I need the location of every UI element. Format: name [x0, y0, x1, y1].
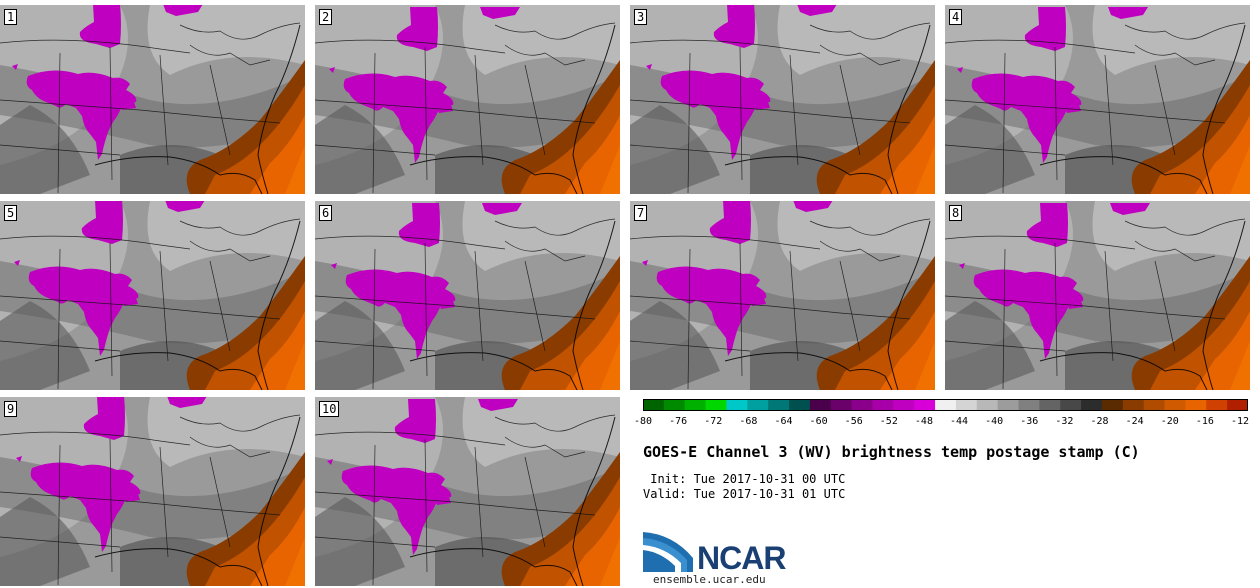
colorbar-swatch — [914, 399, 936, 411]
postage-panel-2: 2 — [315, 5, 620, 194]
panel-number: 10 — [319, 401, 340, 417]
wv-map — [315, 5, 620, 194]
ncar-logo-text: NCAR — [697, 540, 786, 576]
colorbar-tick-label: -52 — [879, 416, 898, 427]
colorbar-swatch — [1227, 399, 1248, 411]
panel-number: 8 — [949, 205, 963, 221]
panel-number: 4 — [949, 9, 963, 25]
colorbar-swatch — [747, 399, 769, 411]
postage-panel-6: 6 — [315, 201, 620, 390]
colorbar-swatch — [643, 399, 665, 411]
postage-panel-8: 8 — [945, 201, 1250, 390]
colorbar-swatch — [851, 399, 873, 411]
ncar-logo-icon — [643, 532, 693, 572]
wv-map — [0, 201, 305, 390]
colorbar-swatch — [809, 399, 832, 411]
colorbar-swatch — [1143, 399, 1166, 411]
wv-map — [630, 5, 935, 194]
colorbar-swatch — [997, 399, 1020, 411]
colorbar-tick-label: -40 — [985, 416, 1004, 427]
colorbar-tick-label: -72 — [704, 416, 723, 427]
postage-panel-5: 5 — [0, 201, 305, 390]
colorbar-swatch — [726, 399, 748, 411]
panel-number: 2 — [319, 9, 333, 25]
colorbar-border — [643, 399, 1248, 411]
colorbar-swatch — [1039, 399, 1061, 411]
colorbar-tick-label: -16 — [1195, 416, 1214, 427]
colorbar-swatch — [1164, 399, 1186, 411]
colorbar-tick-label: -68 — [739, 416, 758, 427]
wv-map — [315, 397, 620, 586]
panel-number: 1 — [4, 9, 18, 25]
wv-map — [0, 5, 305, 194]
colorbar-tick-label: -56 — [844, 416, 863, 427]
postage-panel-1: 1 — [0, 5, 305, 194]
colorbar-swatch — [789, 399, 811, 411]
colorbar-tick-label: -32 — [1055, 416, 1074, 427]
colorbar-swatch — [830, 399, 853, 411]
colorbar-swatch — [684, 399, 707, 411]
colorbar-tick-label: -64 — [774, 416, 793, 427]
colorbar-swatch — [663, 399, 686, 411]
colorbar-tick-label: -44 — [950, 416, 969, 427]
postage-panel-10: 10 — [315, 397, 620, 586]
panel-number: 6 — [319, 205, 333, 221]
panel-number: 5 — [4, 205, 18, 221]
colorbar-tick-label: -80 — [633, 416, 653, 427]
colorbar-swatch — [872, 399, 894, 411]
colorbar-tick-label: -20 — [1160, 416, 1179, 427]
colorbar-swatch — [1185, 399, 1207, 411]
wv-map — [630, 201, 935, 390]
colorbar-swatch — [976, 399, 999, 411]
colorbar — [643, 399, 1248, 411]
colorbar-tick-label: -28 — [1090, 416, 1109, 427]
panel-number: 7 — [634, 205, 648, 221]
colorbar-swatch — [1060, 399, 1082, 411]
website-url: ensemble.ucar.edu — [653, 573, 766, 586]
wv-map — [0, 397, 305, 586]
colorbar-swatch — [1101, 399, 1124, 411]
colorbar-swatch — [1122, 399, 1145, 411]
panel-number: 3 — [634, 9, 648, 25]
panel-number: 9 — [4, 401, 18, 417]
init-time: Init: Tue 2017-10-31 00 UTC — [643, 472, 846, 486]
colorbar-tick-label: -24 — [1125, 416, 1144, 427]
postage-panel-9: 9 — [0, 397, 305, 586]
colorbar-swatch — [1206, 399, 1228, 411]
valid-time: Valid: Tue 2017-10-31 01 UTC — [643, 487, 846, 501]
colorbar-swatch — [893, 399, 915, 411]
colorbar-tick-label: -60 — [809, 416, 828, 427]
colorbar-tick-label: -48 — [914, 416, 933, 427]
figure-title: GOES-E Channel 3 (WV) brightness temp po… — [643, 443, 1140, 461]
postage-panel-7: 7 — [630, 201, 935, 390]
colorbar-swatch — [705, 399, 727, 411]
colorbar-tick-label: -36 — [1020, 416, 1039, 427]
postage-panel-4: 4 — [945, 5, 1250, 194]
colorbar-swatch — [1018, 399, 1040, 411]
wv-map — [315, 201, 620, 390]
colorbar-swatch — [768, 399, 790, 411]
colorbar-swatch — [935, 399, 957, 411]
colorbar-swatch — [1081, 399, 1103, 411]
colorbar-tick-label: -12 — [1230, 416, 1250, 427]
wv-map — [945, 5, 1250, 194]
wv-map — [945, 201, 1250, 390]
colorbar-tick-label: -76 — [669, 416, 688, 427]
colorbar-swatch — [955, 399, 978, 411]
postage-panel-3: 3 — [630, 5, 935, 194]
